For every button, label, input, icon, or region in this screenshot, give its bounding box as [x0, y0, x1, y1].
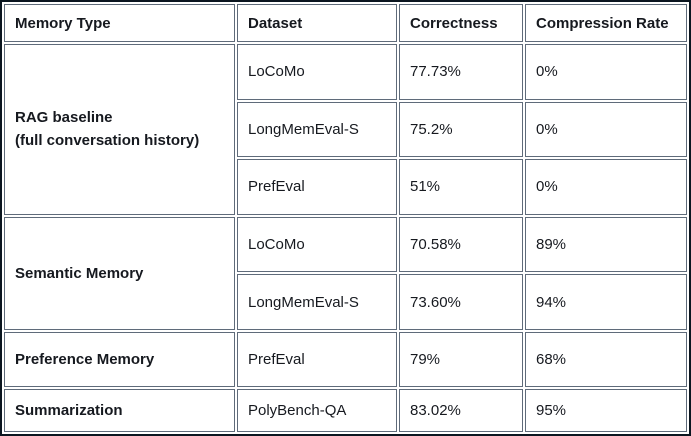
- column-header-compression-rate: Compression Rate: [525, 4, 687, 42]
- compression-rate-cell: 95%: [525, 389, 687, 432]
- correctness-cell: 77.73%: [399, 44, 523, 100]
- memory-type-cell: Preference Memory: [4, 331, 235, 388]
- dataset-cell: PolyBench-QA: [237, 389, 397, 432]
- column-header-dataset: Dataset: [237, 4, 397, 42]
- compression-rate-cell: 0%: [525, 159, 687, 215]
- dataset-cell: LongMemEval-S: [237, 274, 397, 330]
- table-row: RAG baseline (full conversation history)…: [4, 44, 687, 215]
- correctness-cell: 51%: [399, 159, 523, 215]
- memory-type-cell: Summarization: [4, 389, 235, 432]
- column-header-correctness: Correctness: [399, 4, 523, 42]
- dataset-cell: LoCoMo: [237, 44, 397, 100]
- compression-rate-cell: 0%: [525, 101, 687, 158]
- table-row: LongMemEval-S 73.60% 94%: [4, 274, 687, 330]
- dataset-cell: PrefEval: [237, 331, 397, 388]
- correctness-cell: 70.58%: [399, 216, 523, 273]
- correctness-cell: 79%: [399, 331, 523, 388]
- compression-rate-cell: 68%: [525, 331, 687, 388]
- memory-type-cell: Semantic Memory: [4, 216, 235, 330]
- header-row: Memory Type Dataset Correctness Compress…: [4, 4, 687, 42]
- compression-rate-cell: 0%: [525, 44, 687, 100]
- dataset-cell: PrefEval: [237, 159, 397, 215]
- table-row: Summarization PolyBench-QA 83.02% 95%: [4, 389, 687, 432]
- dataset-cell: LoCoMo: [237, 216, 397, 273]
- table-row: Preference Memory PrefEval 79% 68%: [4, 331, 687, 388]
- correctness-cell: 83.02%: [399, 389, 523, 432]
- compression-rate-cell: 94%: [525, 274, 687, 330]
- correctness-cell: 75.2%: [399, 101, 523, 158]
- table-row: Semantic Memory LoCoMo 70.58% 89%: [4, 216, 687, 330]
- compression-rate-cell: 89%: [525, 216, 687, 273]
- table-row: LongMemEval-S 75.2% 0%: [4, 101, 687, 158]
- table-row: PrefEval 51% 0%: [4, 159, 687, 215]
- column-header-memory-type: Memory Type: [4, 4, 235, 42]
- correctness-cell: 73.60%: [399, 274, 523, 330]
- memory-type-cell: RAG baseline (full conversation history): [4, 44, 235, 215]
- dataset-cell: LongMemEval-S: [237, 101, 397, 158]
